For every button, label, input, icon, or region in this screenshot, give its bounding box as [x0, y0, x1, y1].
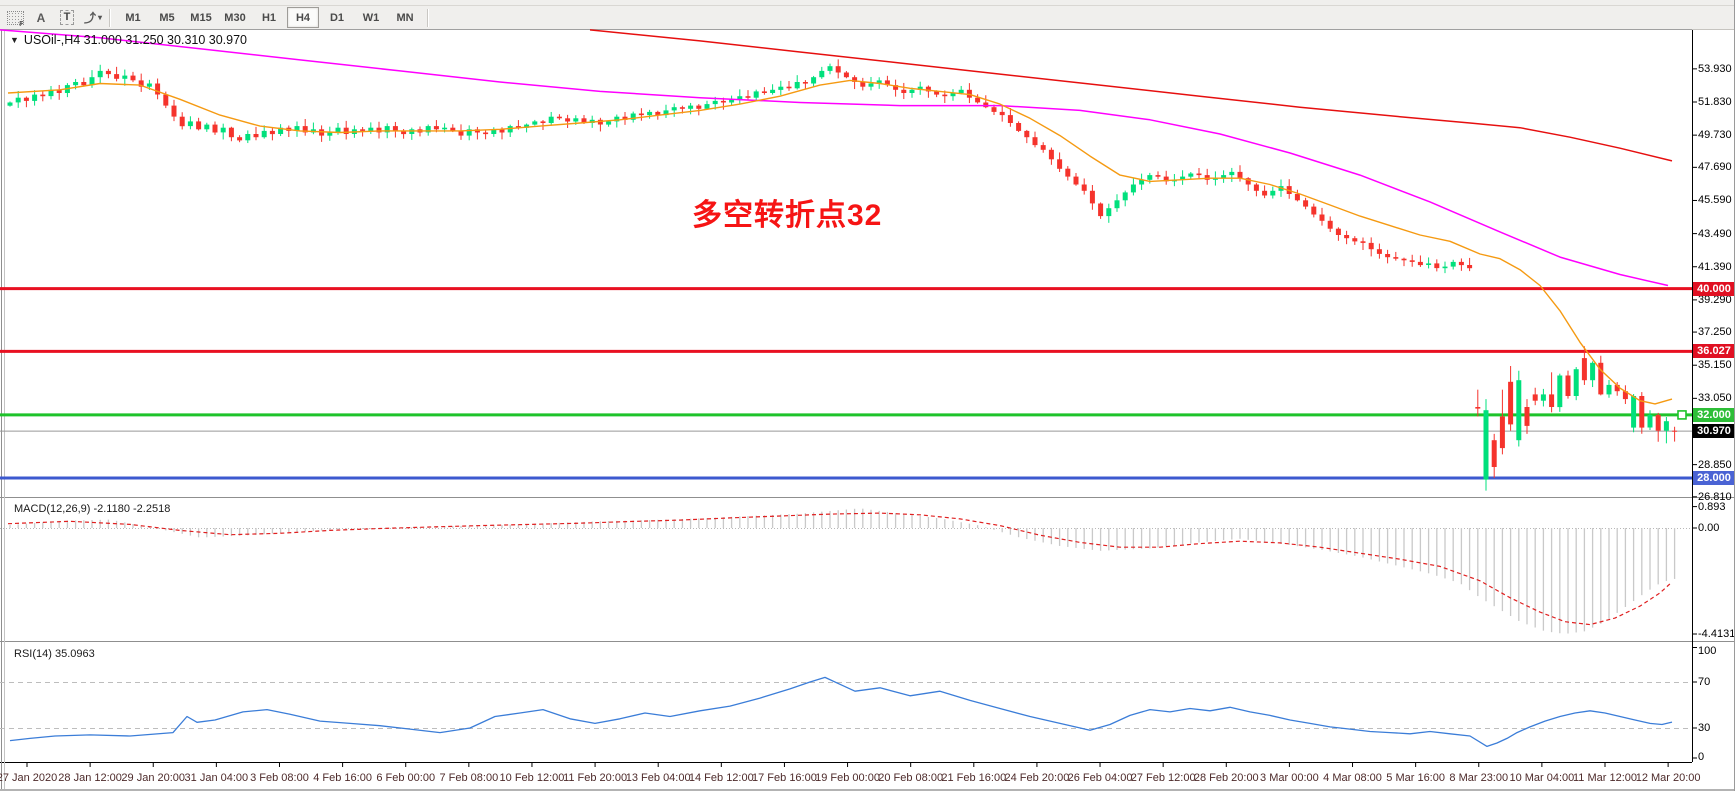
timeframe-button-m5[interactable]: M5: [159, 11, 175, 24]
price-axis-tick: 35.150: [1698, 359, 1732, 372]
macd-scale-zero: 0.00: [1698, 522, 1720, 534]
chart-annotation-text[interactable]: 多空转折点32: [692, 199, 883, 232]
timeframe-button-m15[interactable]: M15: [190, 11, 212, 24]
price-axis-tick: 33.050: [1698, 392, 1732, 405]
timeframe-button-mn[interactable]: MN: [396, 11, 414, 24]
timeframe-button-m1[interactable]: M1: [125, 11, 141, 24]
toolbar-separator: [427, 8, 429, 27]
date-axis-label: 5 Mar 16:00: [1386, 772, 1445, 784]
timeframe-button-w1[interactable]: W1: [362, 11, 380, 24]
date-axis-label: 20 Feb 08:00: [878, 772, 944, 784]
date-axis-label: 11 Feb 20:00: [563, 772, 628, 784]
rsi-scale-30: 30: [1698, 722, 1711, 734]
timeframe-button-h4[interactable]: H4: [287, 7, 319, 28]
chart-toolbar: F A T ⤴ ▾ M1 M5 M15 M30 H1 H4 D1 W1 MN: [0, 6, 1734, 30]
date-axis-label: 31 Jan 04:00: [184, 772, 249, 784]
rsi-scale-0: 0: [1698, 751, 1705, 763]
date-axis-label: 4 Feb 16:00: [313, 772, 372, 784]
collapse-triangle-icon[interactable]: ▼: [10, 35, 19, 45]
date-axis-label: 4 Mar 08:00: [1323, 772, 1382, 784]
toolbar-separator: [109, 8, 111, 27]
date-axis-label: 10 Feb 12:00: [499, 772, 565, 784]
date-axis-label: 3 Mar 00:00: [1260, 772, 1319, 784]
price-badge-36.027: 36.027: [1693, 344, 1734, 359]
price-axis-tick: 26.810: [1698, 490, 1732, 503]
rsi-scale-70: 70: [1698, 676, 1711, 688]
macd-scale-max: 0.893: [1698, 500, 1726, 513]
date-axis-label: 17 Feb 16:00: [752, 772, 817, 784]
date-axis-label: 29 Jan 20:00: [121, 772, 186, 784]
date-axis-label: 11 Mar 12:00: [1572, 772, 1638, 784]
grid-order-icon[interactable]: F: [4, 8, 26, 28]
date-axis-label: 21 Feb 16:00: [941, 772, 1007, 784]
date-axis-label: 26 Feb 04:00: [1067, 772, 1133, 784]
upper-toolbar-cutoff: [0, 0, 1734, 6]
date-axis-label: 14 Feb 12:00: [688, 772, 754, 784]
price-badge-28.000: 28.000: [1693, 471, 1734, 486]
date-axis-label: 3 Feb 08:00: [250, 772, 309, 784]
macd-indicator-label: MACD(12,26,9) -2.1180 -2.2518: [14, 503, 171, 515]
date-axis-label: 10 Mar 04:00: [1509, 772, 1575, 784]
timeframe-button-h1[interactable]: H1: [261, 11, 277, 24]
date-axis-label: 27 Jan 2020: [0, 772, 58, 784]
macd-scale-min: -4.4131: [1698, 628, 1735, 640]
date-axis-label: 19 Feb 00:00: [815, 772, 880, 784]
price-axis-tick: 51.830: [1698, 96, 1732, 108]
date-axis-label: 24 Feb 20:00: [1004, 772, 1070, 784]
date-axis-label: 8 Mar 23:00: [1449, 772, 1509, 784]
price-axis-tick: 39.290: [1698, 293, 1732, 306]
date-axis-label: 13 Feb 04:00: [625, 772, 691, 784]
price-axis-tick: 41.390: [1698, 260, 1732, 273]
chart-title: ▼ USOil-,H4 31.000 31.250 30.310 30.970: [10, 33, 247, 47]
price-badge-40.000: 40.000: [1693, 281, 1734, 296]
line-handle[interactable]: [1677, 410, 1687, 420]
chart-title-text: USOil-,H4 31.000 31.250 30.310 30.970: [23, 33, 247, 47]
text-box-icon[interactable]: T: [56, 8, 78, 27]
price-axis-tick: 37.250: [1698, 326, 1732, 339]
price-axis-tick: 43.490: [1698, 227, 1732, 240]
date-axis-label: 28 Jan 12:00: [58, 772, 122, 784]
rsi-scale-100: 100: [1698, 645, 1717, 657]
price-axis-tick: 45.590: [1698, 194, 1732, 207]
timeframe-group: M1 M5 M15 M30 H1 H4 D1 W1 MN: [116, 7, 422, 28]
date-axis-label: 6 Feb 00:00: [376, 772, 436, 784]
price-axis-tick: 47.690: [1698, 161, 1732, 174]
rsi-indicator-label: RSI(14) 35.0963: [14, 648, 95, 660]
price-axis-tick: 49.730: [1698, 129, 1732, 142]
date-axis-label: 7 Feb 08:00: [439, 772, 499, 784]
price-axis-tick: 53.930: [1698, 62, 1732, 75]
date-axis-label: 28 Feb 20:00: [1193, 772, 1259, 784]
timeframe-button-m30[interactable]: M30: [224, 11, 246, 24]
date-axis-label: 27 Feb 12:00: [1130, 772, 1196, 784]
price-badge-32.000: 32.000: [1693, 407, 1734, 422]
date-axis-label: 12 Mar 20:00: [1635, 772, 1701, 784]
draw-objects-icon[interactable]: ⤴ ▾: [83, 11, 103, 25]
text-label-icon[interactable]: A: [36, 10, 46, 25]
price-axis-tick: 28.850: [1698, 458, 1732, 471]
timeframe-button-d1[interactable]: D1: [329, 11, 345, 24]
price-badge-30.970: 30.970: [1693, 424, 1734, 439]
